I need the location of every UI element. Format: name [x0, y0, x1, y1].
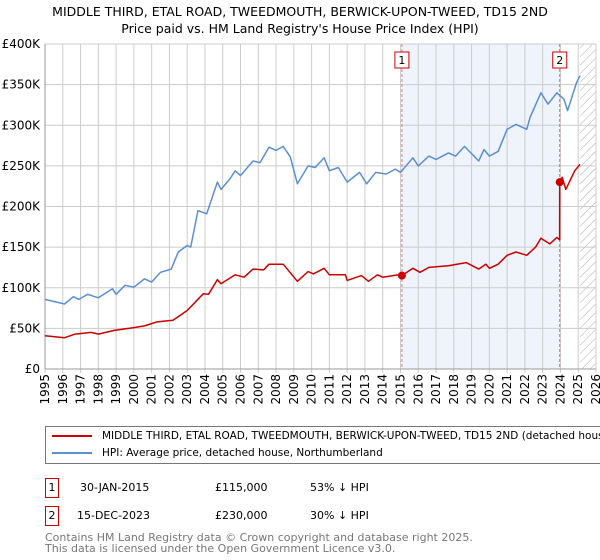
sale-hpi-delta: 53% ↓ HPI [310, 481, 369, 494]
footer-copyright: Contains HM Land Registry data © Crown c… [45, 531, 473, 544]
sale-price: £115,000 [215, 481, 268, 494]
x-tick-label: 2007 [251, 374, 265, 405]
y-tick-label: £100K [2, 281, 42, 295]
y-tick-label: £0 [25, 362, 40, 376]
x-tick-label: 2004 [198, 374, 212, 405]
x-tick-label: 2018 [447, 374, 461, 405]
sale-date: 30-JAN-2015 [80, 481, 150, 494]
x-tick-label: 2000 [127, 374, 141, 405]
legend-swatch-hpi [52, 452, 92, 454]
x-tick-label: 2010 [305, 374, 319, 405]
x-tick-label: 2015 [393, 374, 407, 405]
x-tick-label: 2013 [358, 374, 372, 405]
chart-title: MIDDLE THIRD, ETAL ROAD, TWEEDMOUTH, BER… [52, 4, 548, 19]
x-tick-label: 2006 [234, 374, 248, 405]
sale-point [397, 271, 406, 280]
sale-label-box [552, 51, 568, 69]
sale-label: 2 [556, 54, 563, 67]
sale-hpi-delta: 30% ↓ HPI [310, 509, 369, 522]
chart-subtitle: Price paid vs. HM Land Registry's House … [121, 21, 479, 36]
sale-date: 15-DEC-2023 [77, 509, 151, 522]
x-tick-label: 2012 [340, 374, 354, 405]
legend-swatch-property [52, 435, 92, 437]
sale-label-box [394, 51, 410, 69]
x-tick-label: 2021 [500, 374, 514, 405]
y-tick-label: £150K [2, 240, 42, 254]
footer-licence: This data is licensed under the Open Gov… [45, 542, 396, 555]
sale-row-2: 2 15-DEC-2023 £230,000 30% ↓ HPI [45, 506, 545, 526]
y-tick-label: £250K [2, 159, 42, 173]
x-tick-label: 2001 [145, 374, 159, 405]
price-chart: 1995 1996 1997 1998 1999 2000 2001 2002 2003 2004… [2, 37, 600, 405]
sale-point [555, 178, 564, 187]
y-tick-label: £200K [2, 200, 42, 214]
property-series-line [44, 163, 581, 339]
x-tick-label: 1995 [38, 374, 52, 405]
x-tick-label: 2019 [465, 374, 479, 405]
sale-row-1: 1 30-JAN-2015 £115,000 53% ↓ HPI [45, 478, 545, 498]
x-tick-label: 2011 [322, 374, 336, 405]
x-tick-label: 2017 [429, 374, 443, 405]
x-tick-label: 2005 [216, 374, 230, 405]
legend-item-property: MIDDLE THIRD, ETAL ROAD, TWEEDMOUTH, BER… [52, 428, 600, 444]
hpi-series-line [44, 75, 581, 305]
x-tick-label: 2016 [411, 374, 425, 405]
y-tick-label: £400K [2, 37, 42, 51]
x-tick-label: 2008 [269, 374, 283, 405]
x-tick-label: 1996 [56, 374, 70, 405]
y-tick-label: £50K [9, 321, 41, 335]
x-tick-label: 2024 [553, 374, 567, 405]
x-tick-label: 2003 [180, 374, 194, 405]
y-tick-label: £350K [2, 78, 42, 92]
x-tick-label: 2020 [482, 374, 496, 405]
legend: MIDDLE THIRD, ETAL ROAD, TWEEDMOUTH, BER… [45, 426, 600, 464]
x-tick-label: 2023 [536, 374, 550, 405]
x-tick-label: 2025 [571, 374, 585, 405]
x-tick-label: 1997 [74, 374, 88, 405]
x-tick-label: 1998 [91, 374, 105, 405]
x-tick-label: 1999 [109, 374, 123, 405]
x-tick-label: 2009 [287, 374, 301, 405]
sale-price: £230,000 [215, 509, 268, 522]
sale-badge: 1 [45, 478, 59, 498]
x-tick-label: 2014 [376, 374, 390, 405]
legend-item-hpi: HPI: Average price, detached house, Nort… [52, 445, 383, 461]
x-tick-label: 2026 [589, 374, 600, 405]
sale-label: 1 [398, 54, 405, 67]
legend-label-hpi: HPI: Average price, detached house, Nort… [102, 447, 383, 459]
sale-badge: 2 [45, 506, 59, 526]
y-tick-label: £300K [2, 118, 42, 132]
x-tick-label: 2022 [518, 374, 532, 405]
legend-label-property: MIDDLE THIRD, ETAL ROAD, TWEEDMOUTH, BER… [102, 430, 600, 442]
x-tick-label: 2002 [162, 374, 176, 405]
